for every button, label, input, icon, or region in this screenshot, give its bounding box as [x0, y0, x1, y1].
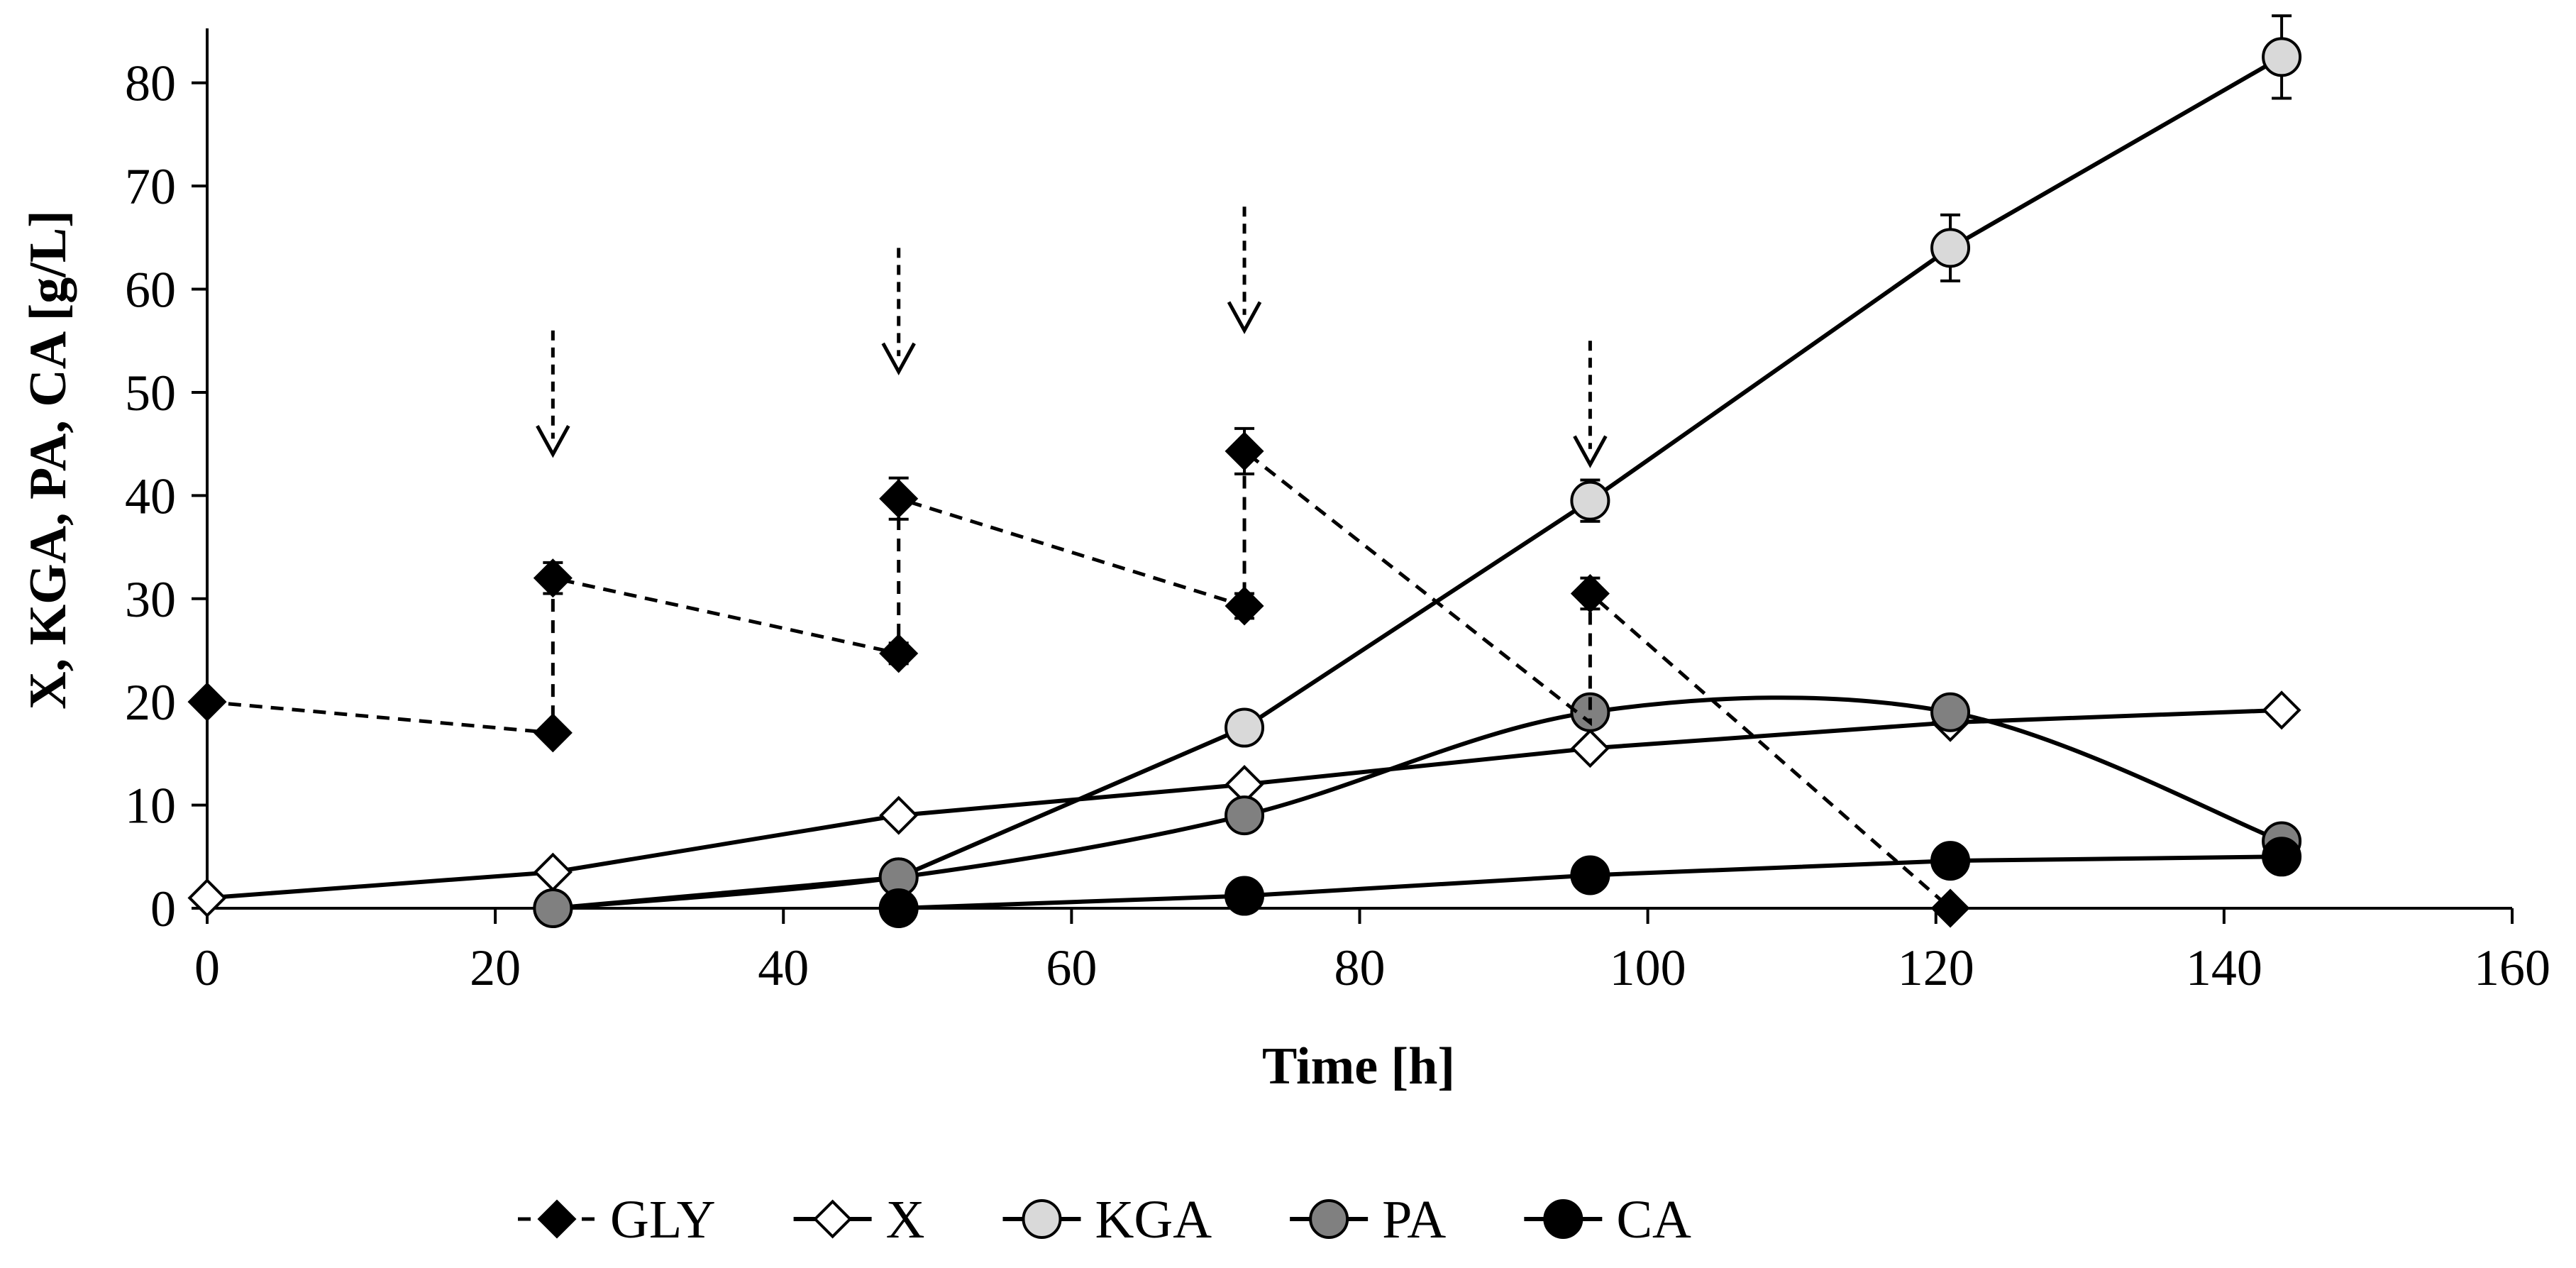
- y-tick-label: 70: [125, 158, 176, 215]
- x-tick-label: 140: [2186, 939, 2262, 996]
- y-tick-label: 50: [125, 365, 176, 421]
- legend-swatch-marker: [813, 1199, 853, 1239]
- x-tick-label: 0: [194, 939, 220, 996]
- data-point-pa: [533, 888, 573, 928]
- y-tick-label: 0: [150, 881, 176, 937]
- data-point-gly: [187, 682, 227, 722]
- legend-item-ca: CA: [1524, 1190, 1691, 1250]
- series-pa: [533, 692, 2302, 928]
- feeding-arrow: [1227, 206, 1262, 334]
- axes: 0 10 20 30 40 50 60 70 80 0 20 40 60 80 100 120 140 160: [125, 28, 2550, 996]
- data-point-gly: [1225, 586, 1264, 626]
- data-point-gly: [1930, 888, 1970, 928]
- series-group: [187, 14, 2302, 928]
- x-tick-label: 80: [1334, 939, 1386, 996]
- x-tick-label: 120: [1898, 939, 1974, 996]
- legend-swatch-marker: [537, 1199, 577, 1239]
- data-point-pa: [1225, 795, 1265, 836]
- data-point-x: [533, 852, 573, 892]
- y-tick-label: 80: [125, 55, 176, 112]
- legend-label: CA: [1616, 1190, 1691, 1250]
- x-tick-label: 60: [1046, 939, 1097, 996]
- x-tick-label: 100: [1610, 939, 1686, 996]
- series-line-gly: [206, 447, 1952, 910]
- y-tick-label: 20: [125, 674, 176, 731]
- arrow-head: [536, 424, 570, 458]
- feeding-arrow: [881, 248, 916, 376]
- data-point-kga: [1570, 480, 1610, 521]
- data-point-gly: [879, 479, 919, 519]
- legend-swatch-marker: [1543, 1199, 1583, 1239]
- data-point-pa: [1570, 692, 1610, 732]
- data-point-kga: [2262, 37, 2302, 77]
- data-point-gly: [533, 713, 573, 753]
- data-point-x: [1570, 729, 1610, 768]
- legend-swatch-marker: [1309, 1199, 1349, 1239]
- data-point-ca: [1570, 855, 1610, 895]
- x-tick-label: 40: [758, 939, 809, 996]
- data-point-kga: [1225, 707, 1265, 748]
- data-point-gly: [879, 634, 919, 673]
- arrow-head: [881, 342, 916, 376]
- legend-swatch-marker: [1022, 1199, 1062, 1239]
- series-line-pa: [553, 695, 2283, 910]
- y-axis-title: X, KGA, PA, CA [g/L]: [19, 210, 77, 710]
- legend-label: KGA: [1095, 1190, 1212, 1250]
- legend-label: PA: [1382, 1190, 1446, 1250]
- axis-labels: Time [h] X, KGA, PA, CA [g/L]: [19, 210, 1455, 1096]
- series-kga: [533, 14, 2302, 928]
- y-tick-label: 30: [125, 571, 176, 628]
- arrow-head: [1573, 435, 1608, 468]
- legend-label: X: [886, 1190, 925, 1250]
- data-point-pa: [1930, 692, 1971, 732]
- data-point-ca: [1930, 841, 1971, 881]
- data-point-gly: [533, 558, 573, 598]
- feeding-arrow: [536, 330, 570, 458]
- x-tick-label: 20: [470, 939, 521, 996]
- legend: GLY X KGA PA CA: [518, 1190, 1691, 1250]
- legend-item-pa: PA: [1290, 1190, 1446, 1250]
- data-point-ca: [878, 888, 919, 928]
- data-point-ca: [1225, 876, 1265, 916]
- series-line-kga: [553, 55, 2283, 910]
- data-point-x: [2262, 690, 2301, 730]
- series-ca: [878, 837, 2302, 928]
- data-point-ca: [2262, 837, 2302, 877]
- data-point-gly: [1225, 431, 1264, 471]
- feeding-arrows: [536, 206, 1608, 468]
- y-tick-label: 10: [125, 778, 176, 834]
- y-tick-label: 40: [125, 468, 176, 524]
- data-point-kga: [1930, 228, 1971, 268]
- legend-item-gly: GLY: [518, 1190, 716, 1250]
- feeding-arrow: [1573, 341, 1608, 468]
- data-point-x: [187, 878, 227, 917]
- arrow-head: [1227, 301, 1262, 334]
- series-gly: [187, 426, 1970, 928]
- x-axis-title: Time [h]: [1262, 1037, 1455, 1096]
- legend-label: GLY: [610, 1190, 716, 1250]
- data-point-x: [879, 795, 919, 835]
- data-point-gly: [1570, 573, 1610, 614]
- legend-item-kga: KGA: [1002, 1190, 1212, 1250]
- y-tick-label: 60: [125, 262, 176, 319]
- x-tick-label: 160: [2474, 939, 2550, 996]
- legend-item-x: X: [793, 1190, 925, 1250]
